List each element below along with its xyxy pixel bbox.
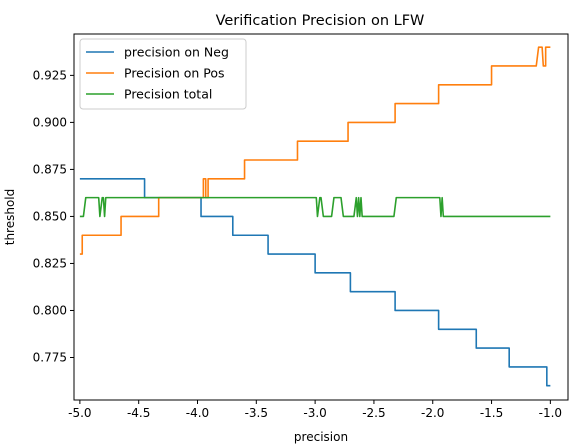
y-axis-label: threshold — [3, 189, 17, 246]
x-axis: -5.0 -4.5 -4.0 -3.5 -3.0 -2.5 -2.0 -1.5 -1.0 — [68, 400, 562, 420]
x-axis-label: precision — [294, 430, 348, 444]
y-tick-label: 0.800 — [33, 303, 67, 317]
x-tick-label: -3.5 — [245, 406, 268, 420]
legend-label-2: Precision on Pos — [124, 66, 225, 81]
chart-title: Verification Precision on LFW — [216, 13, 425, 29]
x-tick-label: -2.5 — [362, 406, 385, 420]
series-layer — [79, 46, 551, 387]
y-tick-label: 0.875 — [33, 162, 67, 176]
y-tick-label: 0.900 — [33, 115, 67, 129]
x-tick-label: -2.0 — [421, 406, 444, 420]
y-tick-label: 0.850 — [33, 209, 67, 223]
x-tick-label: -3.0 — [303, 406, 326, 420]
y-tick-label: 0.775 — [33, 350, 67, 364]
series-line-3 — [79, 196, 551, 218]
legend-box — [79, 38, 247, 110]
x-tick-label: -4.5 — [127, 406, 150, 420]
plot-frame — [73, 33, 569, 401]
legend: precision on Neg Precision on Pos Precisio… — [79, 38, 247, 110]
y-axis: 0.775 0.800 0.825 0.850 0.875 0.900 0.925 — [33, 68, 74, 364]
x-tick-label: -1.5 — [480, 406, 503, 420]
y-tick-label: 0.825 — [33, 256, 67, 270]
x-tick-label: -5.0 — [68, 406, 91, 420]
x-tick-label: -4.0 — [186, 406, 209, 420]
series-line-1 — [79, 178, 551, 387]
x-tick-label: -1.0 — [539, 406, 562, 420]
legend-label-1: precision on Neg — [124, 45, 229, 60]
legend-label-3: Precision total — [124, 87, 212, 102]
series-line-2 — [79, 46, 551, 255]
y-tick-label: 0.925 — [33, 68, 67, 82]
